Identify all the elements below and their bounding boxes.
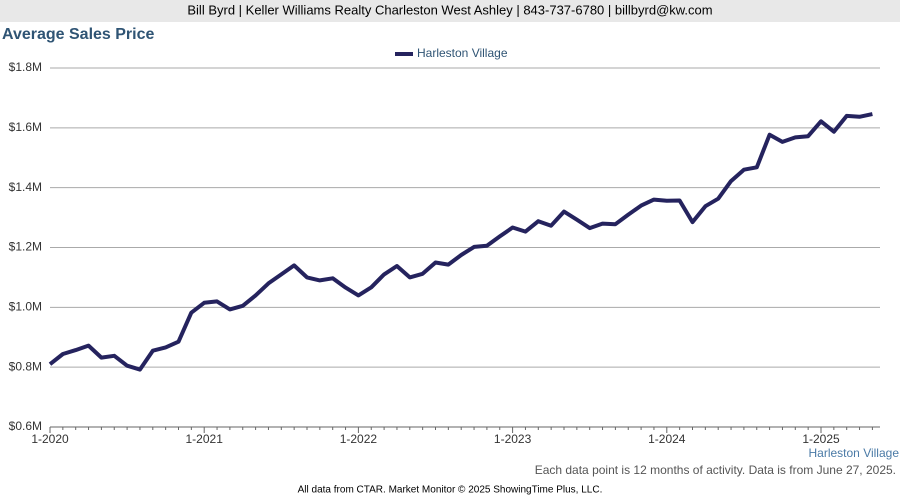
y-tick-label: $1.6M <box>9 120 42 134</box>
area-label: Harleston Village <box>809 446 900 460</box>
footer: All data from CTAR. Market Monitor © 202… <box>298 485 603 496</box>
header: Bill Byrd | Keller Williams Realty Charl… <box>187 2 712 17</box>
legend-label: Harleston Village <box>417 46 508 60</box>
x-tick-label: 1-2021 <box>186 432 224 446</box>
x-tick-label: 1-2025 <box>802 432 840 446</box>
x-tick-label: 1-2023 <box>494 432 532 446</box>
series-line <box>48 112 873 372</box>
note: Each data point is 12 months of activity… <box>535 463 896 477</box>
y-tick-label: $1.2M <box>9 240 42 254</box>
header-bar <box>0 0 900 22</box>
y-tick-label: $0.8M <box>9 359 42 373</box>
x-tick-label: 1-2020 <box>31 432 69 446</box>
x-tick-label: 1-2022 <box>340 432 378 446</box>
y-tick-label: $1.8M <box>9 60 42 74</box>
y-tick-label: $1.0M <box>9 300 42 314</box>
chart-title: Average Sales Price <box>2 26 155 43</box>
x-tick-label: 1-2024 <box>648 432 686 446</box>
y-tick-label: $1.4M <box>9 180 42 194</box>
y-tick-label: $0.6M <box>9 419 42 433</box>
